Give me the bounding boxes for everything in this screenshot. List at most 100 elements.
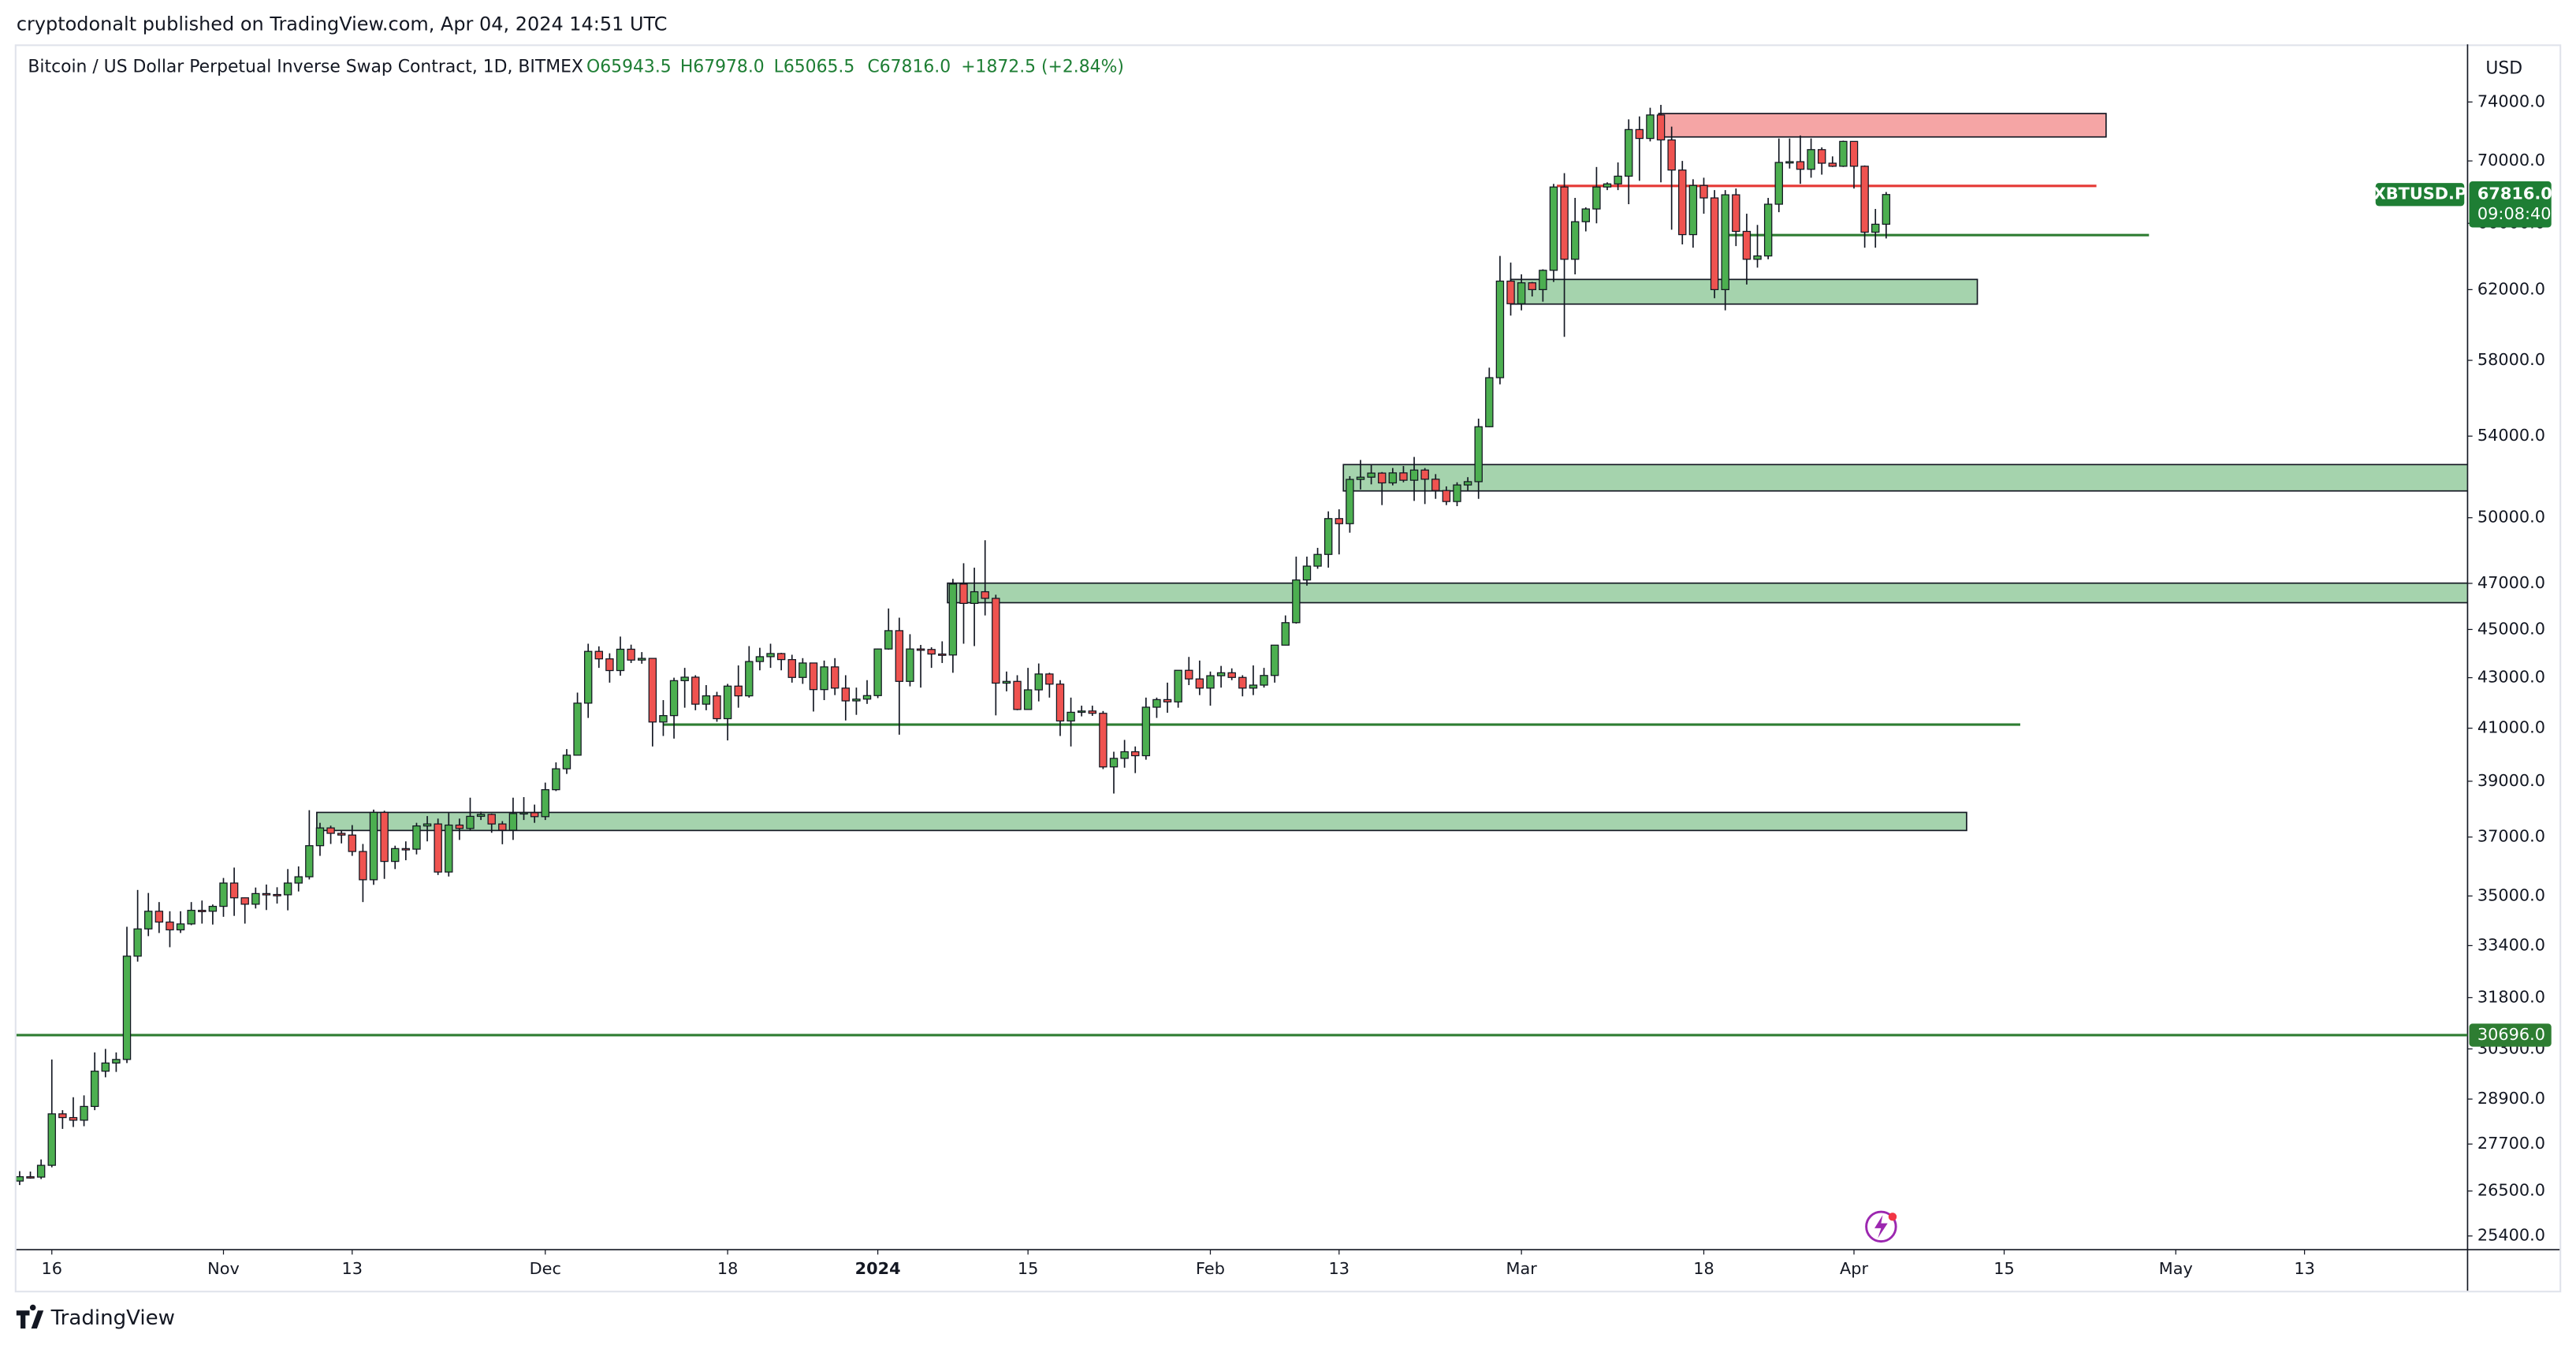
candle-body (466, 815, 475, 829)
candle-body (369, 811, 378, 881)
attribution: cryptodonalt published on TradingView.co… (17, 13, 668, 35)
x-tick-label: 15 (1018, 1259, 1039, 1278)
candle-body (144, 911, 153, 930)
candle-body (1420, 469, 1429, 480)
candle-body (251, 892, 260, 905)
candle-body (36, 1164, 46, 1178)
x-tick-label: 18 (1693, 1259, 1714, 1278)
candle-body (830, 666, 839, 689)
y-tick-label: 54000.0 (2477, 426, 2545, 445)
candle-body (1185, 669, 1193, 680)
candle-body (981, 591, 989, 599)
candle-body (1570, 221, 1580, 260)
candle-body (895, 630, 904, 682)
candle-body (166, 921, 174, 931)
alert-icon[interactable] (1865, 1210, 1897, 1243)
candle-body (798, 662, 807, 678)
candle-body (391, 848, 400, 863)
candle-body (562, 754, 571, 769)
candle-body (638, 658, 646, 661)
candle-body (1346, 479, 1354, 524)
candle-body (1539, 270, 1547, 290)
y-tick-label: 74000.0 (2477, 91, 2545, 110)
candle-body (1528, 282, 1536, 290)
candle-body (1882, 194, 1891, 225)
candle-body (58, 1113, 67, 1119)
candle-body (1710, 197, 1719, 290)
candle-body (434, 823, 442, 873)
y-tick-label: 43000.0 (2477, 668, 2545, 687)
candle-body (1399, 472, 1408, 481)
x-tick-label: Nov (207, 1259, 240, 1278)
y-tick-label: 47000.0 (2477, 573, 2545, 592)
candle-body (498, 823, 507, 831)
candle-body (122, 956, 132, 1060)
candle-body (1055, 684, 1065, 722)
candle-body (1614, 175, 1622, 184)
candle-body (659, 715, 668, 723)
candle-body (723, 685, 732, 720)
candle-body (112, 1059, 121, 1064)
candle-body (1839, 140, 1848, 167)
candle-body (1817, 149, 1826, 164)
candle-body (1485, 377, 1494, 427)
level-price-box (2469, 1023, 2552, 1047)
symbol-title: Bitcoin / US Dollar Perpetual Inverse Sw… (28, 58, 583, 77)
zone (1342, 464, 2468, 492)
candle-body (90, 1071, 99, 1108)
axes: 74000.070000.066000.062000.058000.054000… (41, 91, 2552, 1278)
y-tick-label: 39000.0 (2477, 771, 2545, 790)
candle-body (283, 882, 292, 896)
candle-body (1463, 481, 1472, 486)
candle-body (680, 676, 689, 681)
candle-body (1656, 114, 1666, 141)
y-tick-label: 27700.0 (2477, 1134, 2545, 1153)
y-tick-label: 58000.0 (2477, 350, 2545, 369)
candle-body (1378, 472, 1387, 484)
candle-body (1141, 706, 1151, 757)
candle-body (1742, 230, 1751, 260)
candle-body (1206, 675, 1215, 689)
candle-body (1667, 139, 1676, 171)
candle-body (305, 845, 314, 877)
x-tick-label: May (2159, 1259, 2193, 1278)
candle-body (1152, 699, 1161, 708)
candle-body (240, 897, 249, 905)
candle-body (219, 882, 228, 907)
alert-dot (1888, 1213, 1897, 1221)
y-tick-label: 41000.0 (2477, 718, 2545, 737)
y-tick-label: 50000.0 (2477, 508, 2545, 527)
candle-body (26, 1175, 35, 1179)
ohlc-values: O65943.5 H67978.0 L65065.5 C67816.0 +1872.5 … (586, 58, 1124, 77)
candle-body (691, 676, 700, 705)
candle-body (605, 658, 614, 672)
candle-body (359, 851, 367, 881)
candle-body (1549, 186, 1558, 271)
y-tick-label: 35000.0 (2477, 885, 2545, 904)
x-tick-label: 15 (1993, 1259, 2015, 1278)
candle-body (315, 827, 325, 847)
candle-body (745, 661, 754, 697)
candle-body (1367, 472, 1375, 478)
candle-body (1067, 711, 1075, 722)
zone (1509, 278, 1979, 305)
candle-body (337, 833, 346, 836)
candle-body (154, 911, 164, 923)
candle-body (776, 653, 786, 661)
candle-body (1045, 673, 1054, 685)
candle-body (1828, 162, 1837, 167)
candle-body (1774, 162, 1783, 205)
candle-body (423, 823, 432, 827)
candle-body (80, 1105, 88, 1121)
candle-body (1313, 553, 1322, 567)
candle-body (1131, 751, 1140, 757)
candle-body (1560, 186, 1569, 260)
candle-body (1721, 194, 1729, 290)
candle-body (938, 653, 947, 656)
currency: USD (2485, 59, 2522, 79)
candle-body (927, 649, 936, 655)
candle-body (541, 789, 549, 818)
candle-body (530, 812, 539, 818)
y-tick-label: 33400.0 (2477, 935, 2545, 954)
